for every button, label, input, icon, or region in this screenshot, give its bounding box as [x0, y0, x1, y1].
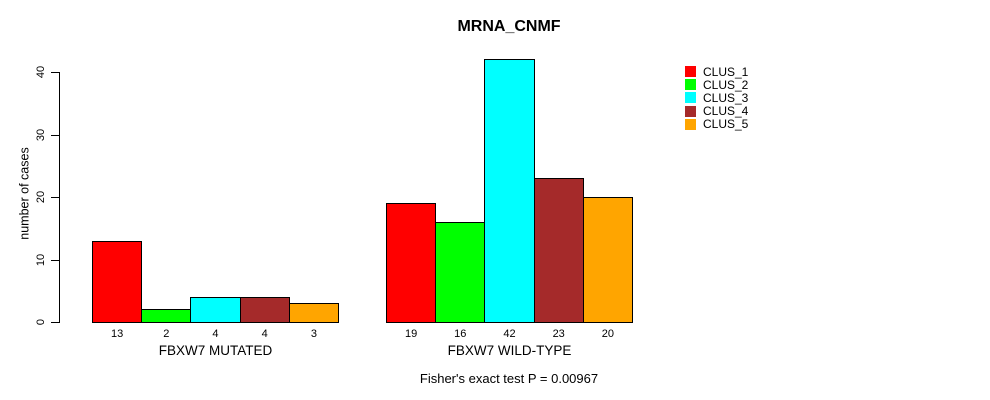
y-tick-mark — [51, 134, 59, 136]
bar-clus_3-group2 — [484, 59, 535, 323]
bar-clus_2-group2 — [435, 222, 486, 323]
bar-value-label: 3 — [310, 328, 317, 340]
legend-label: CLUS_5 — [703, 117, 749, 132]
bar-value-label: 2 — [163, 328, 170, 340]
bar-clus_4-group2 — [533, 178, 584, 323]
caption: Fisher's exact test P = 0.00967 — [419, 371, 599, 386]
bar-value-label: 42 — [503, 328, 516, 340]
bar-clus_5-group2 — [582, 197, 633, 323]
y-tick-label: 10 — [35, 253, 47, 266]
chart-title: MRNA_CNMF — [457, 18, 561, 35]
legend-label: CLUS_1 — [703, 64, 749, 79]
bar-clus_5-group1 — [288, 303, 339, 323]
bar-value-label: 23 — [552, 328, 565, 340]
y-axis — [59, 72, 60, 323]
legend-swatch-clus_2 — [685, 79, 696, 91]
bar-value-label: 13 — [110, 328, 124, 340]
y-tick-mark — [51, 259, 59, 261]
group-label-1: FBXW7 MUTATED — [158, 343, 273, 358]
legend-item-clus_1: CLUS_1 — [685, 65, 748, 78]
legend: CLUS_1 CLUS_2 CLUS_3 CLUS_4 CLUS_5 — [685, 65, 748, 131]
bar-clus_1-group2 — [386, 203, 437, 323]
bar-clus_1-group1 — [92, 241, 143, 323]
y-tick-label: 0 — [35, 318, 47, 326]
bar-value-label: 20 — [601, 328, 615, 340]
bar-clus_4-group1 — [239, 297, 290, 323]
legend-swatch-clus_1 — [685, 66, 696, 78]
y-tick-mark — [51, 72, 59, 73]
legend-item-clus_5: CLUS_5 — [685, 118, 748, 131]
bar-value-label: 4 — [212, 328, 219, 340]
y-tick-label: 30 — [35, 128, 47, 141]
group-label-2: FBXW7 WILD-TYPE — [447, 343, 572, 358]
y-axis-label: number of cases — [17, 147, 32, 240]
legend-swatch-clus_3 — [685, 92, 696, 104]
legend-swatch-clus_5 — [685, 118, 696, 130]
legend-item-clus_3: CLUS_3 — [685, 91, 748, 104]
bar-clus_3-group1 — [190, 297, 241, 323]
legend-label: CLUS_3 — [703, 90, 749, 105]
legend-item-clus_4: CLUS_4 — [685, 105, 748, 118]
y-tick-mark — [51, 322, 59, 323]
bar-value-label: 16 — [454, 328, 467, 340]
legend-item-clus_2: CLUS_2 — [685, 78, 748, 91]
bar-clus_2-group1 — [141, 309, 192, 323]
legend-swatch-clus_4 — [685, 105, 696, 117]
bar-value-label: 4 — [261, 328, 268, 340]
legend-label: CLUS_4 — [703, 104, 749, 119]
legend-label: CLUS_2 — [703, 77, 749, 92]
y-tick-label: 40 — [35, 65, 47, 79]
bar-value-label: 19 — [404, 328, 418, 340]
y-tick-mark — [51, 197, 59, 198]
y-tick-label: 20 — [35, 190, 47, 204]
